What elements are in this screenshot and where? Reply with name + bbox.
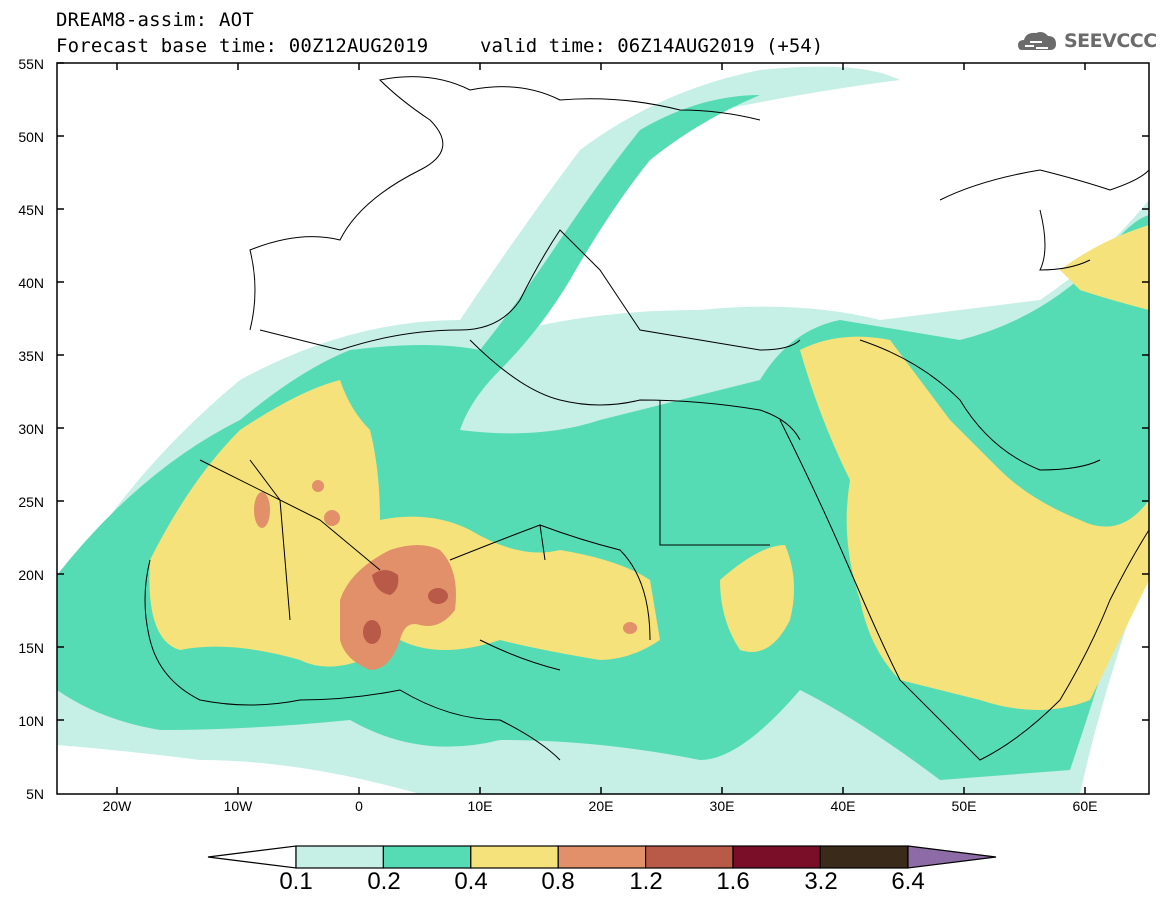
lat-label: 45N [18, 202, 44, 218]
lat-label: 25N [18, 494, 44, 510]
lon-label: 0 [355, 798, 363, 814]
colorbar-label: 0.4 [454, 868, 488, 895]
aot-band-0.4-east [800, 336, 1149, 710]
lon-label: 20E [588, 798, 614, 814]
lon-label: 30E [709, 798, 735, 814]
lon-label: 40E [830, 798, 856, 814]
colorbar-label: 0.2 [367, 868, 401, 895]
lat-label: 55N [18, 56, 44, 72]
lat-label: 35N [18, 348, 44, 364]
map-title: DREAM8-assim: AOT [56, 9, 254, 31]
forecast-base-time: Forecast base time: 00Z12AUG2019 [56, 35, 429, 57]
lat-label: 20N [18, 567, 44, 583]
lat-label: 15N [18, 640, 44, 656]
coastlines [144, 76, 1149, 761]
colorbar-min-arrow [207, 845, 297, 869]
colorbar-label: 3.2 [804, 868, 838, 895]
aot-band-0.4-caspian [1060, 225, 1149, 310]
colorbar-cell [819, 845, 909, 869]
lat-label: 10N [18, 713, 44, 729]
colorbar-cell [557, 845, 647, 869]
colorbar-label: 0.8 [541, 868, 575, 895]
lon-label: 50E [951, 798, 977, 814]
colorbar-cell [644, 845, 734, 869]
aot-band-0.4-nubia [720, 545, 794, 652]
colorbar-cell [732, 845, 822, 869]
lon-label: 20W [102, 798, 132, 814]
colorbar-label: 6.4 [891, 868, 925, 895]
lon-label: 10W [223, 798, 253, 814]
colorbar-max-arrow [907, 845, 997, 869]
aot-band-0.4-west [149, 380, 660, 667]
colorbar-cell [470, 845, 559, 869]
lat-label: 50N [18, 129, 44, 145]
colorbar-label: 1.2 [629, 868, 663, 895]
valid-time: valid time: 06Z14AUG2019 (+54) [480, 35, 824, 57]
colorbar-label: 0.1 [279, 868, 313, 895]
lat-label: 40N [18, 275, 44, 291]
lat-label: 5N [26, 786, 44, 802]
aot-band-1.2 [372, 570, 399, 595]
cloud-logo-icon [1018, 32, 1056, 50]
lat-label: 30N [18, 421, 44, 437]
colorbar [207, 845, 997, 869]
colorbar-cell [295, 845, 385, 869]
lon-label: 60E [1072, 798, 1098, 814]
lon-label: 10E [467, 798, 493, 814]
logo-text: SEEVCCC [1064, 30, 1157, 52]
colorbar-label: 1.6 [716, 868, 750, 895]
colorbar-cell [382, 845, 472, 869]
